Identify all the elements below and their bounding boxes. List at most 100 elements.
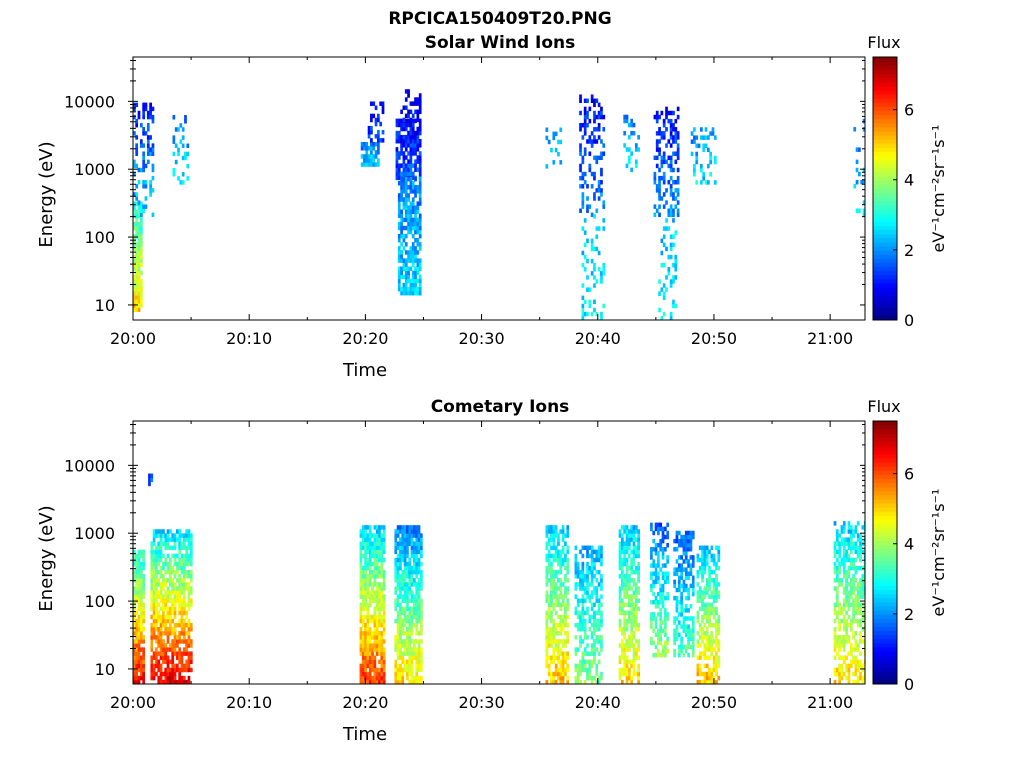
heatmap-cell bbox=[576, 565, 580, 571]
heatmap-cell bbox=[845, 663, 848, 669]
heatmap-cell bbox=[162, 586, 165, 591]
heatmap-cell bbox=[545, 614, 549, 620]
colorbar-swatch bbox=[873, 217, 897, 222]
heatmap-cell bbox=[375, 639, 379, 644]
heatmap-cell bbox=[361, 582, 365, 587]
heatmap-cell bbox=[399, 594, 402, 599]
heatmap-cell bbox=[669, 283, 673, 288]
heatmap-cell bbox=[175, 655, 179, 660]
heatmap-cell bbox=[581, 626, 585, 632]
heatmap-cell bbox=[377, 117, 380, 123]
heatmap-cell bbox=[414, 193, 417, 198]
colorbar-tick-label: 4 bbox=[904, 535, 914, 554]
heatmap-cell bbox=[674, 254, 678, 260]
heatmap-cell bbox=[164, 671, 168, 677]
heatmap-cell bbox=[184, 151, 187, 157]
heatmap-cell bbox=[175, 590, 179, 595]
heatmap-cell bbox=[590, 631, 594, 636]
heatmap-cell bbox=[659, 567, 663, 572]
heatmap-cell bbox=[590, 569, 594, 575]
heatmap-cell bbox=[632, 671, 636, 677]
heatmap-cell bbox=[185, 549, 189, 555]
colorbar-swatch bbox=[873, 490, 897, 496]
heatmap-cell bbox=[408, 582, 412, 587]
heatmap-cell bbox=[395, 171, 399, 177]
heatmap-cell bbox=[838, 569, 841, 575]
heatmap-cell bbox=[625, 659, 629, 665]
heatmap-cell bbox=[621, 574, 624, 579]
heatmap-cell bbox=[545, 659, 549, 665]
heatmap-cell bbox=[658, 131, 661, 136]
heatmap-cell bbox=[415, 631, 419, 636]
heatmap-cell bbox=[583, 179, 587, 185]
heatmap-cell bbox=[665, 188, 668, 193]
heatmap-cell bbox=[581, 569, 585, 575]
heatmap-cell bbox=[382, 659, 386, 665]
heatmap-cell bbox=[684, 628, 688, 633]
heatmap-cell bbox=[378, 643, 381, 648]
heatmap-cell bbox=[669, 234, 673, 239]
heatmap-cell bbox=[663, 640, 667, 646]
heatmap-cell bbox=[564, 590, 567, 595]
heatmap-cell bbox=[371, 614, 374, 620]
heatmap-cell bbox=[552, 545, 556, 551]
heatmap-cell bbox=[621, 569, 624, 575]
heatmap-cell bbox=[368, 561, 372, 567]
heatmap-cell bbox=[417, 561, 421, 567]
heatmap-cell bbox=[677, 632, 681, 638]
heatmap-cell bbox=[859, 618, 862, 624]
colorbar-swatch bbox=[873, 241, 897, 247]
heatmap-cell bbox=[623, 143, 627, 148]
heatmap-cell bbox=[593, 614, 596, 620]
heatmap-cell bbox=[410, 549, 414, 555]
heatmap-cell bbox=[173, 594, 177, 599]
heatmap-cell bbox=[139, 606, 143, 612]
heatmap-cell bbox=[672, 110, 675, 116]
heatmap-cell bbox=[368, 626, 372, 632]
heatmap-cell bbox=[673, 652, 677, 658]
heatmap-cell bbox=[842, 545, 846, 551]
heatmap-cell bbox=[139, 639, 143, 644]
heatmap-cell bbox=[595, 553, 599, 559]
heatmap-cell bbox=[597, 679, 601, 685]
heatmap-cell bbox=[690, 131, 694, 136]
heatmap-cell bbox=[137, 639, 141, 644]
heatmap-cell bbox=[411, 171, 415, 177]
heatmap-cell bbox=[583, 127, 587, 132]
heatmap-cell bbox=[394, 602, 398, 608]
heatmap-cell bbox=[590, 578, 594, 583]
heatmap-cell bbox=[371, 631, 374, 636]
heatmap-cell bbox=[703, 655, 707, 660]
heatmap-cell bbox=[364, 525, 367, 530]
heatmap-cell bbox=[418, 233, 422, 239]
heatmap-cell bbox=[406, 569, 409, 575]
heatmap-cell bbox=[588, 553, 592, 559]
heatmap-cell bbox=[137, 295, 141, 300]
heatmap-cell bbox=[133, 663, 136, 669]
heatmap-cell bbox=[189, 622, 193, 628]
heatmap-cell bbox=[847, 582, 851, 587]
colorbar-swatch bbox=[873, 671, 897, 677]
heatmap-cell bbox=[166, 639, 170, 644]
heatmap-cell bbox=[659, 640, 663, 646]
heatmap-cell bbox=[658, 147, 661, 152]
heatmap-cell bbox=[665, 275, 668, 280]
heatmap-cell bbox=[682, 542, 686, 548]
heatmap-cell bbox=[579, 110, 582, 116]
heatmap-cell bbox=[404, 250, 408, 255]
heatmap-cell bbox=[849, 586, 853, 591]
heatmap-cell bbox=[164, 679, 168, 685]
heatmap-cell bbox=[854, 647, 858, 652]
heatmap-cell bbox=[417, 569, 421, 575]
heatmap-cell bbox=[374, 141, 378, 147]
heatmap-cell bbox=[417, 578, 421, 583]
heatmap-cell bbox=[410, 598, 414, 603]
heatmap-cell bbox=[660, 175, 664, 181]
heatmap-cell bbox=[408, 565, 412, 571]
heatmap-cell bbox=[710, 667, 714, 673]
heatmap-cell bbox=[402, 122, 406, 128]
heatmap-cell bbox=[396, 574, 400, 579]
heatmap-cell bbox=[561, 659, 565, 665]
heatmap-cell bbox=[155, 598, 158, 603]
heatmap-cell bbox=[137, 258, 141, 264]
